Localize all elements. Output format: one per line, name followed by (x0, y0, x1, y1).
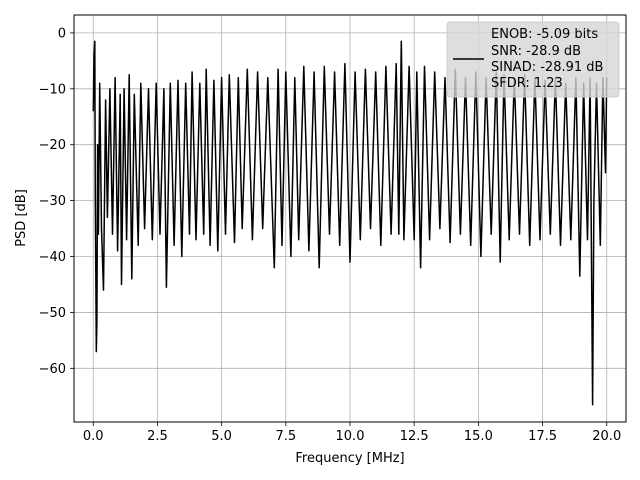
x-tick-label: 0.0 (83, 429, 104, 444)
legend-entry-enob: ENOB: -5.09 bits (491, 27, 598, 42)
series-layer (92, 40, 608, 406)
legend-box (446, 21, 620, 98)
y-tick-label: −50 (39, 306, 66, 321)
y-tick-label: −60 (39, 362, 66, 377)
x-tick-label: 15.0 (464, 429, 493, 444)
y-axis-label: PSD [dB] (14, 189, 29, 247)
y-tick-label: −40 (39, 250, 66, 265)
psd-series-line (92, 40, 608, 406)
legend-entry-sinad: SINAD: -28.91 dB (491, 60, 603, 75)
legend-entry-sfdr: SFDR: 1.23 (491, 76, 563, 91)
legend-entry-snr: SNR: -28.9 dB (491, 44, 581, 59)
grid (74, 15, 626, 422)
x-tick-label: 7.5 (275, 429, 296, 444)
x-tick-label: 17.5 (528, 429, 557, 444)
x-tick-label: 20.0 (592, 429, 621, 444)
x-tick-label: 10.0 (336, 429, 365, 444)
x-tick-label: 2.5 (147, 429, 168, 444)
x-tick-label: 12.5 (400, 429, 429, 444)
legend: ENOB: -5.09 bits SNR: -28.9 dB SINAD: -2… (446, 21, 620, 98)
y-axis-ticks: 0 −10 −20 −30 −40 −50 −60 (39, 26, 74, 377)
y-tick-label: −30 (39, 194, 66, 209)
x-axis-label: Frequency [MHz] (295, 451, 404, 466)
y-tick-label: 0 (58, 26, 66, 41)
x-tick-label: 5.0 (211, 429, 232, 444)
x-axis-ticks: 0.0 2.5 5.0 7.5 10.0 12.5 15.0 17.5 20.0 (83, 422, 621, 444)
y-tick-label: −20 (39, 138, 66, 153)
y-tick-label: −10 (39, 82, 66, 97)
